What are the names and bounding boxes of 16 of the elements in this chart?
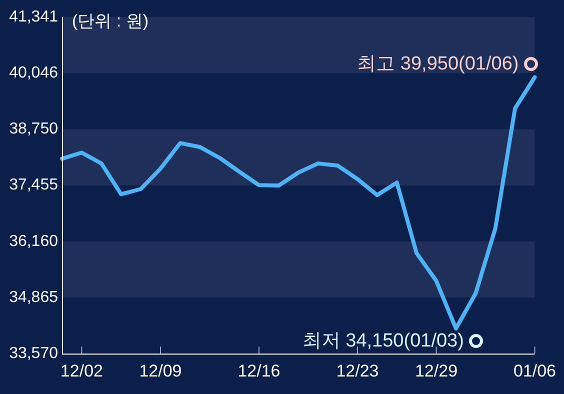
- annotation: 최저 34,150(01/03): [302, 330, 464, 352]
- y-tick-label: 38,750: [9, 120, 58, 138]
- annotation: 최고 39,950(01/06): [357, 53, 519, 74]
- x-tick-label: 12/29: [414, 361, 458, 380]
- y-tick-label: 41,341: [9, 8, 58, 26]
- x-tick-label: 01/06: [513, 361, 556, 380]
- x-tick-label: 12/16: [238, 361, 280, 380]
- y-tick-label: 37,455: [9, 176, 58, 194]
- x-tick-label: 12/09: [139, 361, 182, 380]
- y-tick-label: 33,570: [9, 345, 58, 362]
- y-tick-label: 36,160: [9, 232, 58, 250]
- x-tick-label: 12/02: [60, 361, 103, 380]
- y-tick-label: 34,865: [9, 288, 58, 306]
- annotation: (단위 : 원): [72, 12, 148, 31]
- y-tick-label: 40,046: [9, 64, 58, 82]
- x-tick-label: 12/23: [336, 361, 379, 380]
